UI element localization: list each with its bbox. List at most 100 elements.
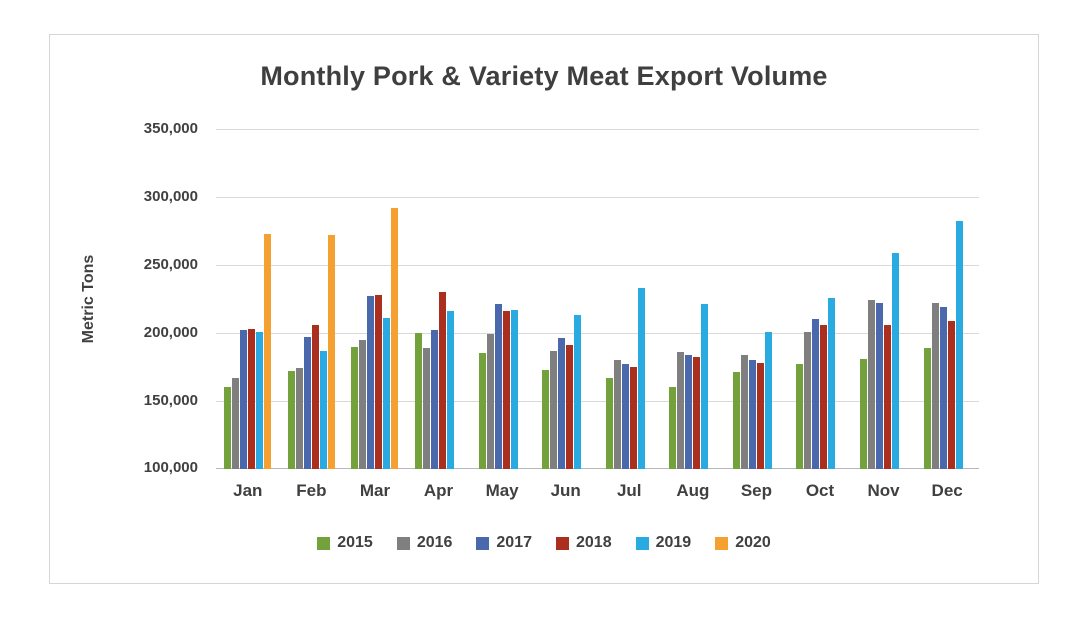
- bar-2020-jan: [264, 234, 272, 469]
- y-tick-label-300000: 300,000: [143, 188, 198, 205]
- legend-swatch-2017: [476, 536, 490, 550]
- x-axis-label-apr: Apr: [423, 481, 454, 500]
- bar-2016-apr: [423, 348, 431, 469]
- bar-2019-may: [510, 310, 518, 469]
- bar-2016-jul: [613, 360, 621, 469]
- x-axis-label-may: May: [485, 481, 519, 500]
- legend-label-2015: 2015: [337, 534, 373, 551]
- bar-group-apr: [407, 129, 471, 469]
- x-axis-label-dec: Dec: [931, 481, 963, 500]
- bar-2019-sep: [764, 332, 772, 469]
- gridline-300000: [216, 197, 979, 198]
- x-axis-label-jul: Jul: [616, 481, 642, 500]
- bar-group-may: [470, 129, 534, 469]
- bar-2017-feb: [303, 337, 311, 469]
- bar-2019-apr: [447, 311, 455, 469]
- bar-2018-apr: [439, 292, 447, 469]
- bar-2019-aug: [701, 304, 709, 469]
- gridline-250000: [216, 265, 979, 266]
- legend-label-2016: 2016: [416, 534, 453, 551]
- bar-2018-jan: [248, 329, 256, 469]
- bar-2018-nov: [884, 325, 892, 469]
- legend-swatch-2016: [396, 536, 410, 550]
- bar-2016-feb: [295, 368, 303, 469]
- bar-2016-sep: [740, 355, 748, 469]
- x-axis-label-nov: Nov: [867, 481, 900, 500]
- bar-2018-mar: [375, 295, 383, 469]
- bar-2015-nov: [860, 359, 868, 469]
- legend-item-2019: 2019: [635, 534, 692, 552]
- bar-2016-jun: [550, 351, 558, 469]
- x-axis-label-jan: Jan: [233, 481, 263, 500]
- legend-item-2016: 2016: [396, 534, 453, 552]
- bar-group-sep: [725, 129, 789, 469]
- gridline-150000: [216, 401, 979, 402]
- legend-item-2017: 2017: [476, 534, 532, 552]
- bar-2016-nov: [868, 300, 876, 469]
- bar-2015-mar: [351, 347, 359, 469]
- bar-2015-jun: [542, 370, 550, 469]
- y-tick-label-350000: 350,000: [143, 120, 198, 137]
- legend-swatch-2020: [715, 536, 729, 550]
- bar-2018-oct: [820, 325, 828, 469]
- legend-label-2019: 2019: [655, 534, 692, 551]
- bar-2017-dec: [939, 307, 947, 469]
- bar-2017-may: [494, 304, 502, 469]
- bar-group-jun: [534, 129, 598, 469]
- bar-2016-oct: [804, 332, 812, 469]
- bar-2017-jul: [621, 364, 629, 469]
- bar-2015-jul: [605, 378, 613, 469]
- y-tick-label-250000: 250,000: [143, 256, 198, 273]
- gridlines: [216, 129, 979, 469]
- y-tick-label-150000: 150,000: [143, 392, 198, 409]
- bar-2015-dec: [923, 348, 931, 469]
- legend-swatch-2018: [556, 536, 569, 550]
- bar-2019-jan: [256, 332, 264, 469]
- bar-2017-jun: [558, 338, 566, 469]
- plot-area: [216, 129, 979, 469]
- x-axis-labels: Jan Feb Mar Apr May Jun Jul Aug Sep Oct Nov Dec: [216, 481, 979, 501]
- legend-swatch-2019: [635, 536, 649, 550]
- bar-2017-jan: [240, 330, 248, 469]
- bar-2020-mar: [391, 208, 399, 469]
- x-axis-label-oct: Oct: [805, 481, 835, 500]
- bar-group-oct: [788, 129, 852, 469]
- bar-2017-apr: [431, 330, 439, 469]
- bar-2015-jan: [224, 387, 232, 469]
- legend-item-2018: 2018: [556, 534, 612, 552]
- bar-2020-feb: [327, 235, 335, 469]
- bar-2016-jan: [232, 378, 240, 469]
- bar-2016-aug: [677, 352, 685, 469]
- bar-2018-sep: [756, 363, 764, 469]
- bar-2015-sep: [732, 372, 740, 469]
- bar-2016-may: [486, 334, 494, 469]
- bar-group-feb: [280, 129, 344, 469]
- bar-2017-aug: [685, 355, 693, 469]
- bar-2018-jul: [629, 367, 637, 469]
- y-axis-tick-labels: 100,000 150,000 200,000 250,000 300,000 350,0…: [50, 120, 206, 476]
- bar-2015-apr: [415, 333, 423, 469]
- bar-group-jul: [597, 129, 661, 469]
- legend-label-2020: 2020: [735, 534, 771, 551]
- legend-label-2018: 2018: [576, 534, 612, 551]
- bar-2018-may: [502, 311, 510, 469]
- x-axis-label-sep: Sep: [740, 481, 772, 500]
- bar-2018-aug: [693, 357, 701, 469]
- bar-2018-jun: [566, 345, 574, 469]
- bar-2015-oct: [796, 364, 804, 469]
- gridline-100000: [216, 468, 979, 469]
- legend-item-2015: 2015: [317, 534, 373, 552]
- bar-2019-nov: [892, 253, 900, 469]
- bar-2019-dec: [955, 221, 963, 469]
- chart-title: Monthly Pork & Variety Meat Export Volum…: [260, 61, 828, 91]
- bar-2015-aug: [669, 387, 677, 469]
- bar-group-mar: [343, 129, 407, 469]
- bar-2019-oct: [828, 298, 836, 469]
- x-axis-label-aug: Aug: [676, 481, 710, 500]
- bar-groups: [216, 129, 979, 469]
- x-axis-label-jun: Jun: [550, 481, 581, 500]
- bar-2017-sep: [748, 360, 756, 469]
- x-axis-label-mar: Mar: [359, 481, 391, 500]
- legend-item-2020: 2020: [715, 534, 771, 552]
- bar-group-nov: [852, 129, 916, 469]
